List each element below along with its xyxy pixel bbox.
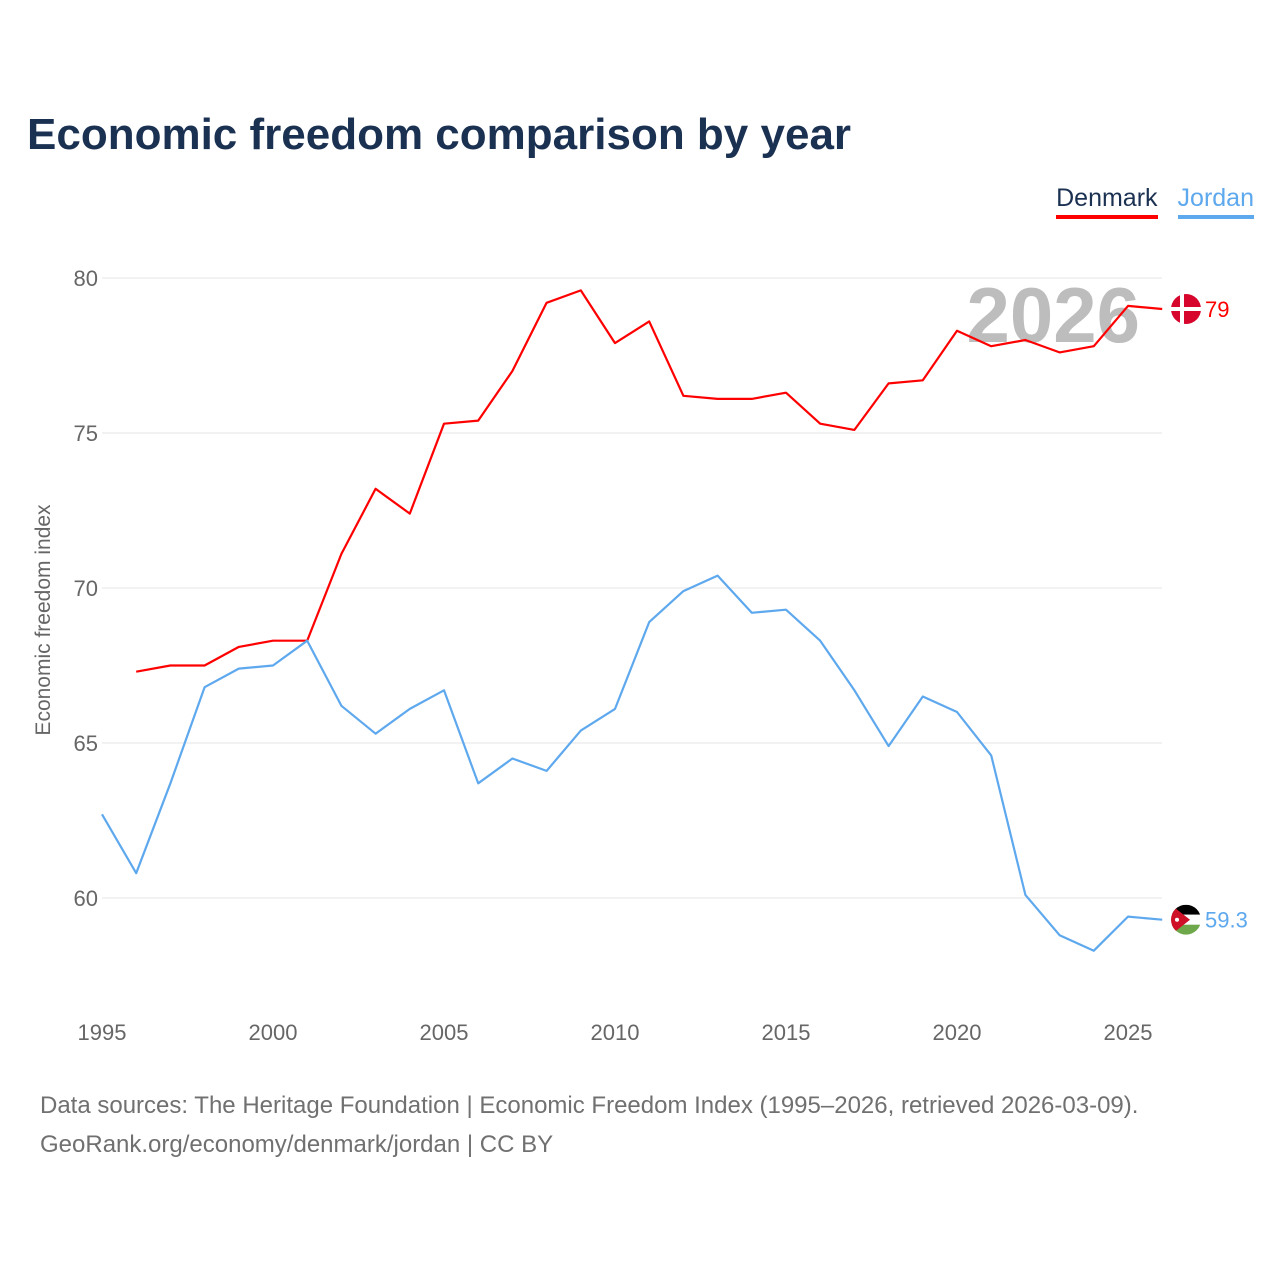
legend-item-jordan[interactable]: Jordan bbox=[1177, 184, 1254, 219]
x-tick-label: 2005 bbox=[420, 1020, 469, 1045]
chart-title: Economic freedom comparison by year bbox=[27, 110, 852, 159]
x-tick-label: 2020 bbox=[933, 1020, 982, 1045]
x-tick-label: 2015 bbox=[762, 1020, 811, 1045]
y-tick-label: 75 bbox=[74, 421, 98, 446]
jordan-flag-icon bbox=[1171, 904, 1201, 935]
x-tick-label: 1995 bbox=[78, 1020, 127, 1045]
x-tick-label: 2000 bbox=[249, 1020, 298, 1045]
y-tick-label: 80 bbox=[74, 266, 98, 291]
x-tick-label: 2025 bbox=[1104, 1020, 1153, 1045]
series-line-jordan bbox=[101, 574, 1163, 952]
y-tick-label: 60 bbox=[74, 886, 98, 911]
legend-item-denmark[interactable]: Denmark bbox=[1056, 184, 1158, 219]
y-tick-label: 65 bbox=[74, 731, 98, 756]
footer: Data sources: The Heritage Foundation | … bbox=[40, 1086, 1138, 1164]
flag-cross bbox=[1171, 307, 1201, 311]
end-value-label: 59.3 bbox=[1205, 908, 1248, 933]
y-axis-label: Economic freedom index bbox=[32, 504, 55, 736]
legend: Denmark Jordan bbox=[1056, 184, 1254, 219]
end-value-label: 79 bbox=[1205, 297, 1229, 322]
attribution-text: GeoRank.org/economy/denmark/jordan | CC … bbox=[40, 1131, 554, 1158]
y-tick-label: 70 bbox=[74, 576, 98, 601]
x-tick-label: 2010 bbox=[591, 1020, 640, 1045]
data-source-text: Data sources: The Heritage Foundation | … bbox=[40, 1092, 1139, 1119]
